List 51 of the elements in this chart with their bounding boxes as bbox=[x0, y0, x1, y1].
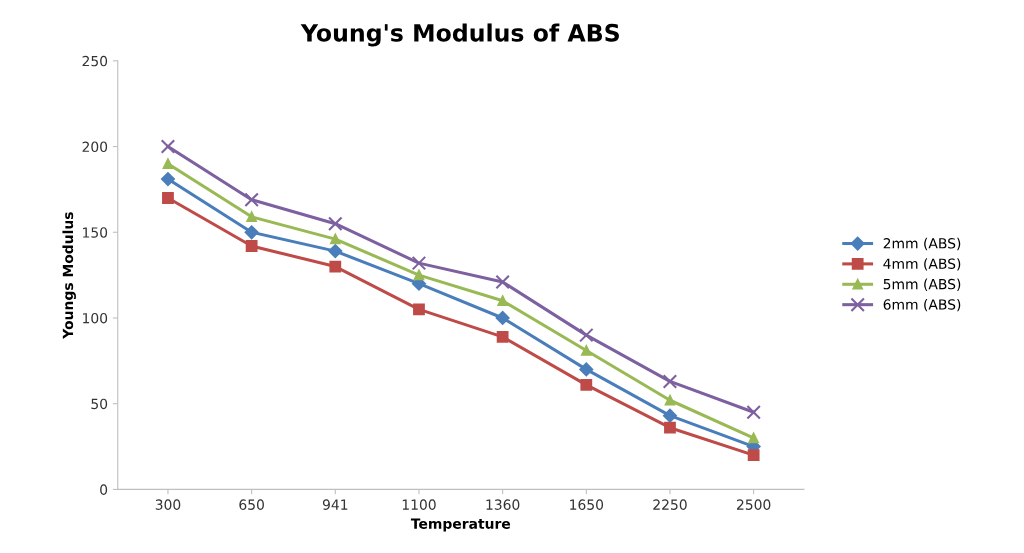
legend-label: 6mm (ABS) bbox=[883, 298, 961, 312]
point bbox=[497, 295, 508, 307]
legend-label: 5mm (ABS) bbox=[883, 278, 961, 291]
point bbox=[580, 378, 593, 391]
point bbox=[411, 255, 427, 271]
x-tick-label: 2250 bbox=[653, 499, 687, 510]
point bbox=[746, 404, 761, 420]
y-tick-label: 150 bbox=[83, 227, 108, 238]
point bbox=[495, 311, 510, 325]
x-tick-label: 1650 bbox=[570, 499, 604, 510]
x-tick-label: 1360 bbox=[486, 499, 520, 510]
x-axis-title: Temperature bbox=[410, 518, 511, 532]
point bbox=[328, 244, 343, 259]
point bbox=[747, 449, 760, 462]
point bbox=[244, 192, 259, 207]
y-axis-title: Youngs Modulus bbox=[62, 212, 76, 339]
point bbox=[413, 269, 425, 281]
x-tick-label: 300 bbox=[155, 499, 181, 510]
y-tick-label: 0 bbox=[100, 484, 108, 495]
point bbox=[664, 395, 676, 406]
point bbox=[330, 233, 341, 245]
point bbox=[329, 260, 342, 273]
point bbox=[245, 240, 258, 252]
point bbox=[160, 139, 176, 154]
point bbox=[328, 216, 343, 231]
point bbox=[162, 192, 174, 204]
point bbox=[496, 330, 509, 343]
x-tick-label: 941 bbox=[322, 499, 348, 510]
x-tick-label: 650 bbox=[239, 499, 264, 510]
point bbox=[495, 274, 510, 290]
point bbox=[244, 225, 259, 240]
point bbox=[579, 327, 594, 343]
y-tick-label: 250 bbox=[82, 55, 108, 67]
legend-label: 2mm (ABS) bbox=[883, 237, 961, 251]
point bbox=[413, 303, 425, 316]
point bbox=[161, 172, 175, 187]
chart-title: Young's Modulus of ABS bbox=[300, 23, 619, 47]
x-tick-label: 2500 bbox=[736, 499, 771, 510]
y-tick-label: 100 bbox=[83, 312, 108, 324]
point bbox=[663, 408, 677, 423]
legend-label: 4mm (ABS) bbox=[883, 258, 961, 271]
point bbox=[748, 432, 759, 444]
point bbox=[162, 158, 174, 169]
point bbox=[662, 374, 678, 389]
point bbox=[581, 345, 592, 356]
y-tick-label: 200 bbox=[82, 141, 108, 153]
x-tick-label: 1100 bbox=[402, 499, 436, 510]
y-tick-label: 50 bbox=[91, 398, 108, 410]
point bbox=[246, 211, 257, 223]
point bbox=[579, 362, 594, 377]
point bbox=[664, 421, 676, 434]
